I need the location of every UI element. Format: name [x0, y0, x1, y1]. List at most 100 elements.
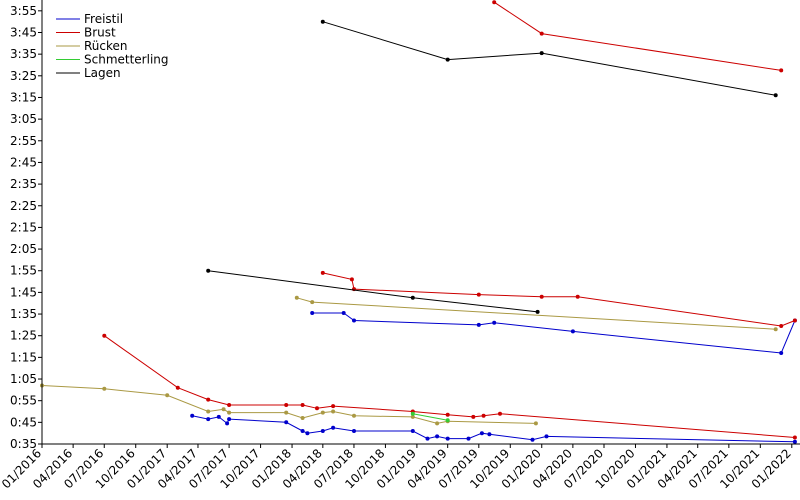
- series-line-r-cken-1: [296, 297, 776, 330]
- series-line-brust-0: [104, 335, 795, 438]
- y-tick-label: 3:25: [10, 69, 37, 83]
- series-line-brust-1: [322, 272, 796, 327]
- data-point-brust: [102, 333, 107, 338]
- data-point-freistil: [479, 431, 484, 436]
- y-tick-label: 3:45: [10, 25, 37, 39]
- data-point-freistil: [216, 414, 221, 419]
- data-point-brust: [575, 294, 580, 299]
- data-point-freistil: [792, 439, 797, 444]
- y-tick-label: 2:35: [10, 177, 37, 191]
- data-point-lagen: [410, 295, 415, 300]
- data-point-freistil: [425, 436, 430, 441]
- data-point-brust: [331, 404, 336, 409]
- data-point-brust: [476, 292, 481, 297]
- x-ticks: 01/201604/201607/201610/201601/201704/20…: [0, 444, 794, 491]
- data-point-brust: [539, 31, 544, 36]
- data-point-brust: [779, 68, 784, 73]
- data-point-freistil: [190, 413, 195, 418]
- data-point-r-cken: [300, 416, 305, 420]
- data-point-brust: [539, 294, 544, 299]
- y-tick-label: 2:15: [10, 220, 37, 234]
- data-point-r-cken: [102, 386, 107, 391]
- data-point-brust: [175, 385, 180, 390]
- data-point-r-cken: [294, 295, 299, 300]
- data-point-freistil: [487, 432, 492, 437]
- y-ticks: 0:35 0:45 0:55 1:05 1:15 1:25 1:35 1:45 1:55 2:05…: [10, 4, 42, 451]
- data-point-freistil: [779, 351, 784, 355]
- data-point-freistil: [305, 431, 310, 436]
- data-point-r-cken: [284, 410, 289, 415]
- data-point-schmetterling: [410, 411, 415, 416]
- data-point-freistil: [352, 429, 356, 433]
- data-point-brust: [320, 270, 325, 275]
- y-tick-label: 3:15: [10, 90, 37, 104]
- data-point-freistil: [352, 318, 356, 323]
- data-point-freistil: [320, 429, 325, 433]
- data-point-brust: [492, 0, 497, 5]
- y-tick-label: 1:35: [10, 307, 37, 321]
- y-tick-label: 2:45: [10, 155, 37, 169]
- data-point-lagen: [445, 57, 450, 62]
- data-point-freistil: [445, 436, 450, 441]
- data-point-brust: [315, 406, 319, 411]
- data-point-freistil: [544, 434, 549, 439]
- data-point-r-cken: [320, 410, 325, 415]
- data-point-lagen: [773, 93, 778, 98]
- data-point-r-cken: [165, 393, 170, 398]
- data-point-freistil: [492, 320, 497, 325]
- data-point-brust: [300, 403, 305, 407]
- y-tick-label: 3:55: [10, 4, 37, 18]
- data-point-brust: [206, 397, 211, 402]
- y-tick-label: 2:25: [10, 199, 37, 213]
- series-line-freistil-0: [192, 415, 795, 443]
- data-point-freistil: [300, 429, 305, 433]
- legend-label-lagen: Lagen: [84, 66, 121, 80]
- legend-label-schmetterling: Schmetterling: [84, 53, 169, 67]
- data-point-brust: [227, 403, 232, 407]
- data-point-lagen: [539, 51, 544, 56]
- data-point-r-cken: [410, 414, 415, 419]
- data-point-lagen: [535, 309, 540, 314]
- y-tick-label: 3:05: [10, 112, 37, 126]
- data-point-r-cken: [773, 327, 778, 332]
- data-point-freistil: [476, 322, 481, 327]
- series-line-lagen-1: [322, 21, 776, 96]
- data-point-freistil: [410, 429, 415, 433]
- y-tick-label: 3:35: [10, 47, 37, 61]
- data-point-brust: [284, 403, 289, 407]
- data-point-freistil: [530, 437, 535, 442]
- y-tick-label: 1:15: [10, 350, 37, 364]
- plot-marks: [40, 0, 797, 444]
- data-point-freistil: [206, 417, 211, 422]
- data-point-r-cken: [227, 410, 232, 415]
- y-tick-label: 1:45: [10, 285, 37, 299]
- data-point-brust: [779, 324, 784, 328]
- data-point-brust: [349, 277, 354, 282]
- series-line-brust-2: [493, 1, 782, 71]
- data-point-lagen: [320, 19, 325, 24]
- y-tick-label: 2:55: [10, 134, 37, 148]
- y-tick-label: 0:35: [10, 437, 37, 451]
- data-point-brust: [792, 435, 797, 440]
- data-point-brust: [445, 412, 450, 417]
- y-tick-label: 1:55: [10, 264, 37, 278]
- data-point-r-cken: [435, 421, 440, 426]
- data-point-r-cken: [206, 409, 211, 414]
- data-point-freistil: [310, 311, 315, 315]
- series-line-r-cken-0: [41, 385, 536, 424]
- data-point-freistil: [570, 329, 575, 334]
- legend-label-brust: Brust: [84, 26, 116, 40]
- data-point-brust: [498, 411, 502, 416]
- data-point-schmetterling: [445, 418, 450, 423]
- data-point-freistil: [341, 311, 346, 315]
- data-point-r-cken: [352, 413, 356, 418]
- data-point-brust: [481, 413, 486, 418]
- data-point-r-cken: [221, 407, 226, 412]
- y-tick-label: 2:05: [10, 242, 37, 256]
- data-point-freistil: [331, 425, 336, 430]
- data-point-r-cken: [310, 300, 315, 305]
- data-point-freistil: [435, 434, 440, 439]
- y-tick-label: 0:55: [10, 394, 37, 408]
